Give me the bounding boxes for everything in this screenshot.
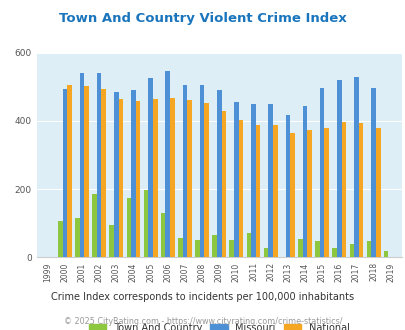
Bar	[234, 102, 238, 257]
Bar	[251, 104, 255, 257]
Bar	[332, 248, 336, 257]
Bar	[182, 85, 187, 257]
Bar	[75, 218, 79, 257]
Bar	[148, 79, 153, 257]
Bar	[84, 85, 89, 257]
Bar	[268, 104, 272, 257]
Bar	[160, 213, 165, 257]
Bar	[307, 130, 311, 257]
Bar	[118, 99, 123, 257]
Bar	[204, 103, 209, 257]
Bar	[195, 240, 199, 257]
Bar	[314, 241, 319, 257]
Bar	[349, 245, 353, 257]
Bar	[383, 251, 388, 257]
Bar	[199, 85, 204, 257]
Bar	[79, 73, 84, 257]
Bar	[319, 87, 324, 257]
Text: © 2025 CityRating.com - https://www.cityrating.com/crime-statistics/: © 2025 CityRating.com - https://www.city…	[64, 317, 341, 326]
Bar	[92, 194, 97, 257]
Bar	[177, 238, 182, 257]
Bar	[324, 128, 328, 257]
Bar	[165, 71, 170, 257]
Bar	[212, 235, 216, 257]
Bar	[246, 233, 251, 257]
Text: Town And Country Violent Crime Index: Town And Country Violent Crime Index	[59, 12, 346, 24]
Bar	[353, 77, 358, 257]
Bar	[285, 115, 290, 257]
Bar	[114, 92, 118, 257]
Bar	[229, 240, 234, 257]
Bar	[366, 241, 371, 257]
Bar	[358, 123, 362, 257]
Text: Crime Index corresponds to incidents per 100,000 inhabitants: Crime Index corresponds to incidents per…	[51, 292, 354, 302]
Legend: Town And Country, Missouri, National: Town And Country, Missouri, National	[85, 319, 353, 330]
Bar	[187, 100, 192, 257]
Bar	[135, 101, 140, 257]
Bar	[221, 112, 226, 257]
Bar	[143, 190, 148, 257]
Bar	[290, 133, 294, 257]
Bar	[62, 88, 67, 257]
Bar	[97, 73, 101, 257]
Bar	[153, 99, 157, 257]
Bar	[263, 248, 268, 257]
Bar	[341, 122, 345, 257]
Bar	[131, 90, 135, 257]
Bar	[101, 88, 106, 257]
Bar	[255, 125, 260, 257]
Bar	[109, 225, 114, 257]
Bar	[297, 239, 302, 257]
Bar	[371, 87, 375, 257]
Bar	[336, 80, 341, 257]
Bar	[375, 128, 379, 257]
Bar	[58, 220, 62, 257]
Bar	[216, 90, 221, 257]
Bar	[126, 198, 131, 257]
Bar	[272, 125, 277, 257]
Bar	[302, 106, 307, 257]
Bar	[67, 85, 72, 257]
Bar	[170, 98, 174, 257]
Bar	[238, 120, 243, 257]
